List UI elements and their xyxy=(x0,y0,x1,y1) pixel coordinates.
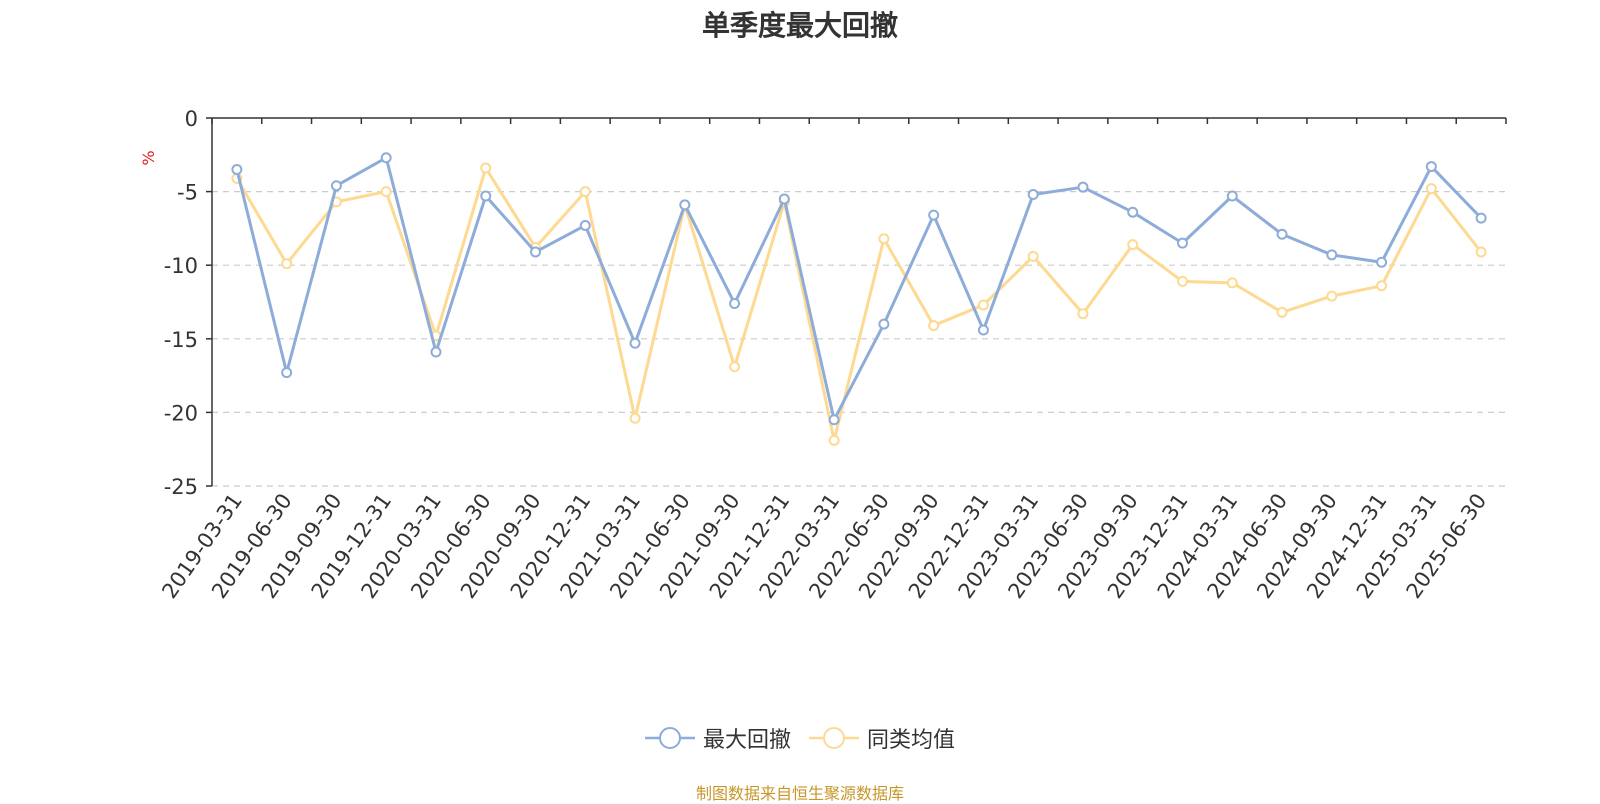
y-tick-label: -20 xyxy=(164,401,198,425)
series-lines xyxy=(231,152,1487,446)
data-point xyxy=(928,209,940,221)
data-point xyxy=(579,219,591,231)
data-point xyxy=(1177,275,1188,287)
data-point xyxy=(1177,237,1188,249)
data-point xyxy=(281,258,293,270)
data-point xyxy=(828,414,840,426)
legend-item-series-1[interactable]: 最大回撤 xyxy=(644,722,791,754)
data-point xyxy=(1027,250,1039,262)
series-line xyxy=(235,156,1483,422)
data-point xyxy=(1475,246,1487,258)
data-point xyxy=(231,164,243,176)
data-point xyxy=(1425,161,1437,173)
y-tick-label: -15 xyxy=(164,328,198,352)
data-point xyxy=(1276,228,1288,240)
data-point xyxy=(977,299,989,311)
data-point xyxy=(330,180,342,192)
data-point xyxy=(380,186,392,198)
legend-item-series-2[interactable]: 同类均值 xyxy=(809,722,955,754)
legend-line-circle-icon xyxy=(644,727,695,749)
y-tick-label: -5 xyxy=(177,181,198,205)
data-point xyxy=(629,412,641,424)
data-point xyxy=(729,361,741,373)
legend-label: 同类均值 xyxy=(867,728,956,753)
data-point xyxy=(1077,308,1089,320)
data-point xyxy=(977,324,989,336)
data-point xyxy=(878,318,890,330)
data-point xyxy=(1077,181,1089,193)
y-tick-label: -25 xyxy=(164,475,198,499)
data-point xyxy=(1475,212,1487,224)
data-point xyxy=(1425,183,1437,195)
data-point xyxy=(480,162,492,174)
data-point xyxy=(1226,277,1238,289)
data-point xyxy=(530,246,541,258)
grid-lines xyxy=(212,191,1506,487)
data-point xyxy=(281,367,293,379)
data-point xyxy=(1376,256,1388,268)
data-point xyxy=(480,190,492,202)
legend-line-circle-icon xyxy=(809,727,859,749)
y-axis-label: % xyxy=(139,150,158,165)
data-point xyxy=(1226,190,1238,202)
data-point xyxy=(1276,306,1288,318)
axes: 0-5-10-15-20-252019-03-312019-06-302019-… xyxy=(157,107,1507,603)
data-point xyxy=(1326,290,1338,302)
data-point xyxy=(778,193,790,205)
data-source-note: 制图数据来自恒生聚源数据库 xyxy=(695,784,904,803)
chart-title: 单季度最大回撤 xyxy=(701,9,898,42)
series-line xyxy=(235,166,1483,442)
data-point xyxy=(928,320,940,332)
legend-label: 最大回撤 xyxy=(702,728,791,753)
data-point xyxy=(679,199,691,211)
data-point xyxy=(579,186,591,198)
y-tick-label: -10 xyxy=(164,254,198,278)
legend: 最大回撤 同类均值 xyxy=(0,722,1600,754)
data-point xyxy=(1027,189,1039,201)
data-point xyxy=(629,337,641,349)
data-point xyxy=(828,434,840,446)
data-point xyxy=(729,297,741,309)
data-point xyxy=(430,346,442,358)
data-point xyxy=(1376,280,1388,292)
data-point xyxy=(380,152,392,164)
y-tick-label: 0 xyxy=(185,107,198,131)
data-point xyxy=(1127,239,1139,251)
data-point xyxy=(1127,206,1139,218)
data-point xyxy=(878,233,890,245)
data-point xyxy=(1326,249,1338,261)
